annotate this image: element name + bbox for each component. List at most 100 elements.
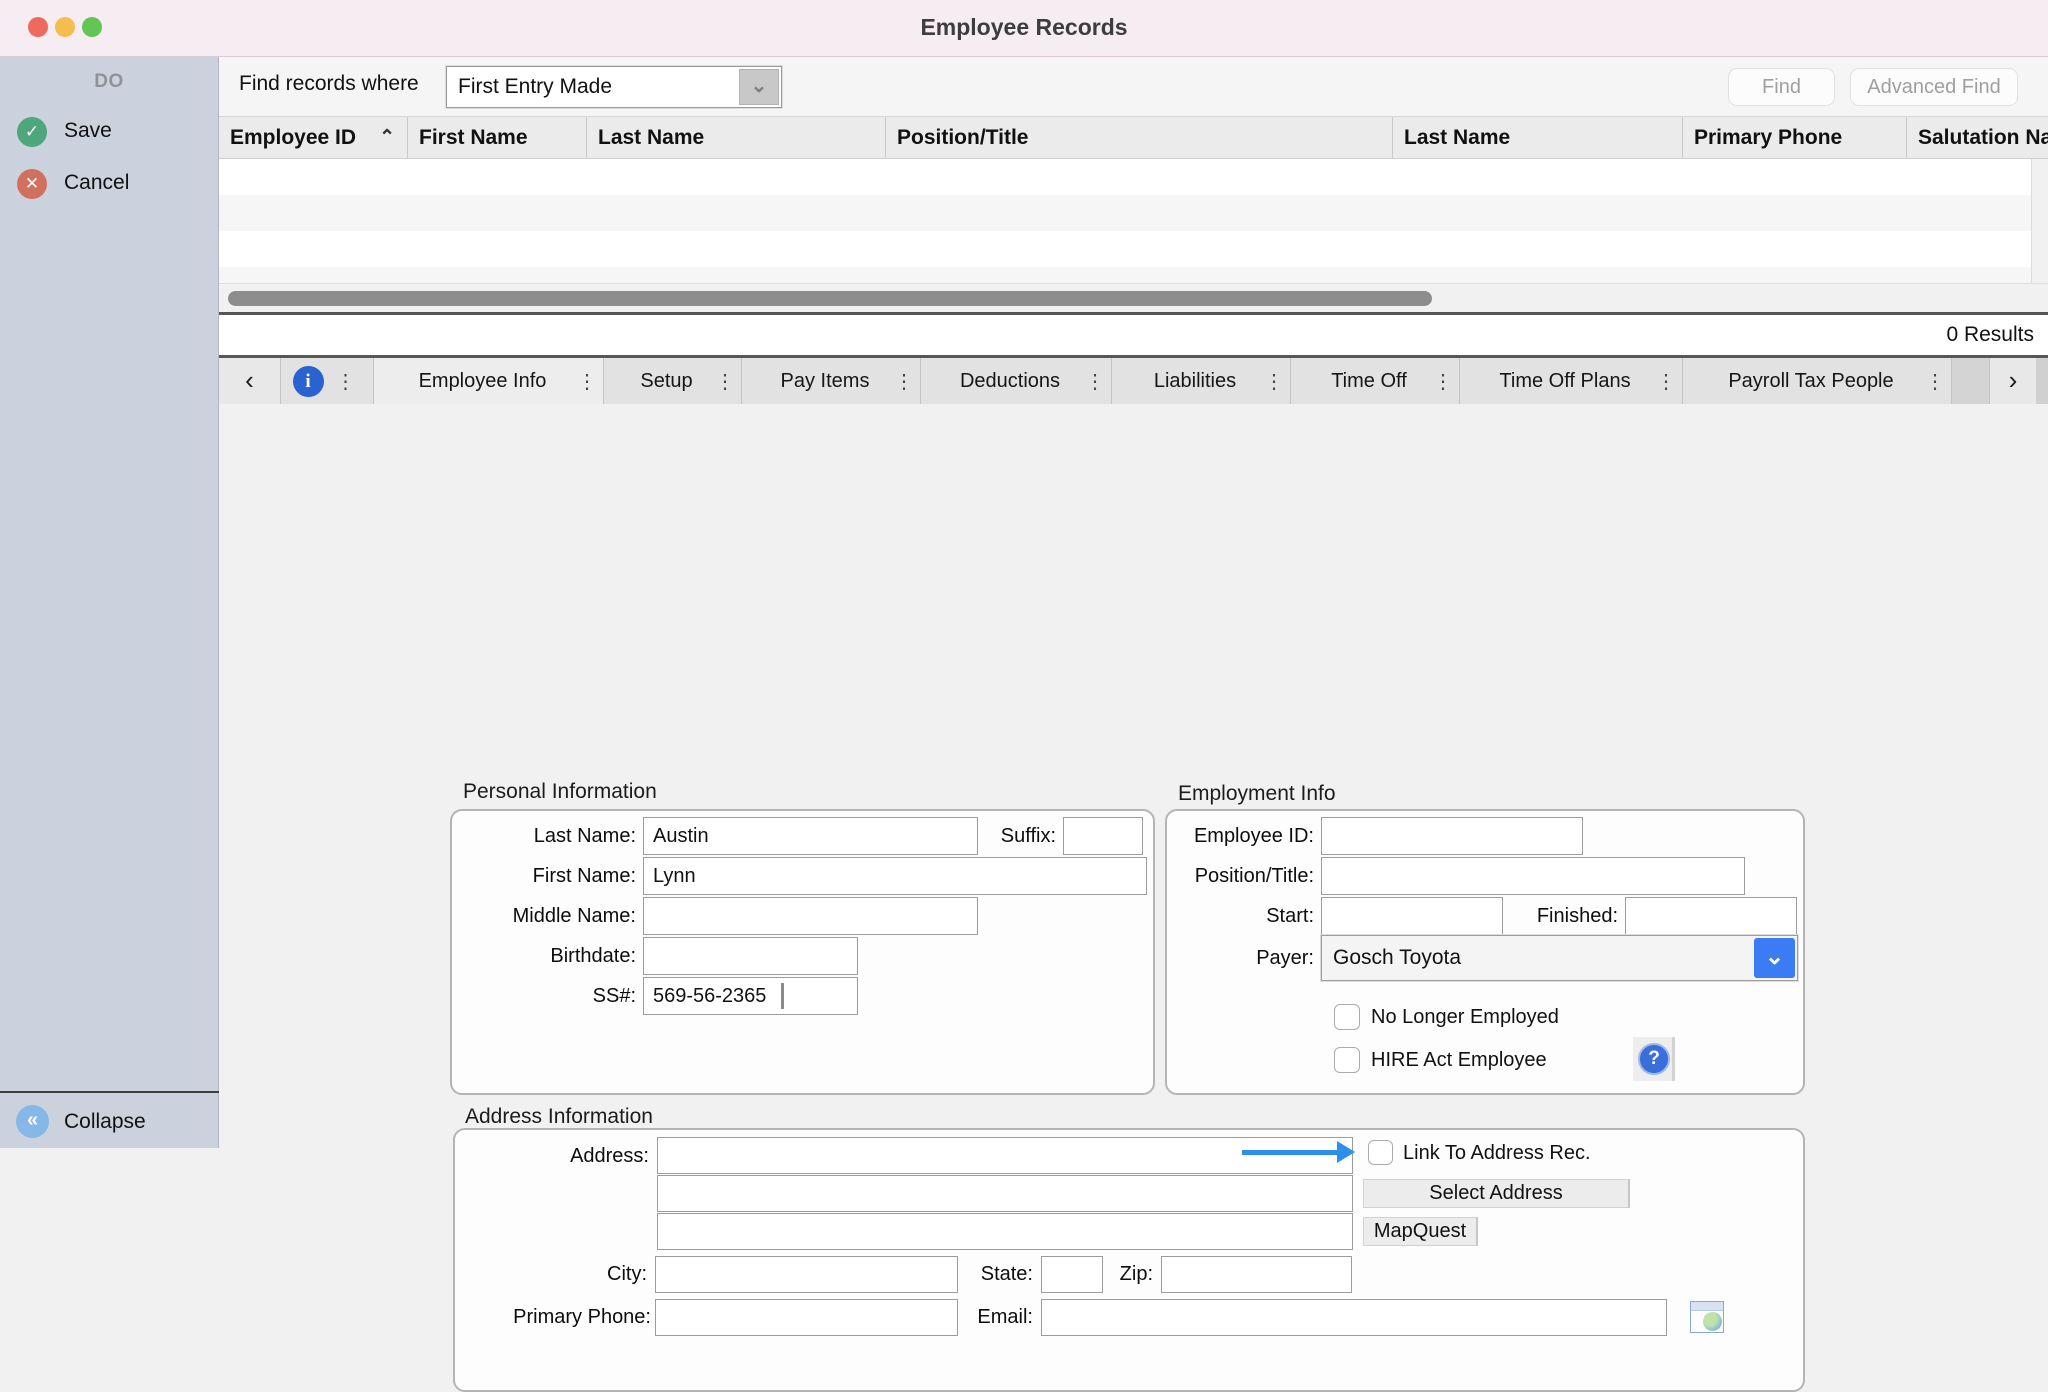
position-title-field[interactable] — [1321, 857, 1745, 895]
tab-menu-icon[interactable]: ⋮ — [715, 370, 735, 393]
hire-act-checkbox[interactable] — [1334, 1047, 1360, 1073]
address-information-title: Address Information — [465, 1105, 653, 1128]
tab-scroll-left-button[interactable]: ‹ — [219, 358, 281, 404]
birthdate-field[interactable] — [643, 937, 858, 975]
payer-value: Gosch Toyota — [1333, 946, 1462, 969]
primary-phone-field[interactable] — [655, 1299, 958, 1336]
window-minimize-button[interactable] — [55, 17, 75, 37]
personal-information-title: Personal Information — [463, 780, 657, 803]
last-name-label: Last Name: — [533, 825, 636, 847]
tab-employee-info[interactable]: Employee Info ⋮ — [374, 358, 604, 404]
middle-name-field[interactable] — [643, 897, 978, 935]
tab-liabilities[interactable]: Liabilities ⋮ — [1112, 358, 1291, 404]
payer-dropdown[interactable]: Gosch Toyota ⌄ — [1321, 935, 1798, 981]
find-criteria-value: First Entry Made — [458, 75, 613, 98]
info-icon: i — [292, 365, 324, 397]
sidebar-divider — [0, 1091, 219, 1093]
window-close-button[interactable] — [28, 17, 48, 37]
column-header-salutation[interactable]: Salutation Na — [1918, 126, 2048, 149]
dropdown-chevron-icon[interactable]: ⌄ — [739, 69, 779, 105]
address-line-1-field[interactable] — [657, 1137, 1353, 1174]
tab-menu-icon[interactable]: ⋮ — [1264, 370, 1284, 393]
no-longer-employed-label: No Longer Employed — [1371, 1006, 1559, 1028]
tab-menu-icon[interactable]: ⋮ — [1433, 370, 1453, 393]
column-header-position-title[interactable]: Position/Title — [886, 117, 1393, 159]
tab-strip-end — [2036, 358, 2048, 404]
window-title: Employee Records — [920, 14, 1128, 40]
question-mark-icon: ? — [1638, 1043, 1670, 1075]
finished-label: Finished: — [1536, 905, 1618, 927]
finished-field[interactable] — [1625, 897, 1797, 935]
first-name-field[interactable] — [643, 857, 1147, 895]
mapquest-button[interactable]: MapQuest — [1363, 1217, 1478, 1246]
globe-icon — [1703, 1312, 1722, 1331]
tab-time-off[interactable]: Time Off ⋮ — [1291, 358, 1460, 404]
employee-id-field[interactable] — [1321, 817, 1583, 855]
link-to-address-checkbox[interactable] — [1368, 1140, 1393, 1165]
tab-pay-items[interactable]: Pay Items ⋮ — [742, 358, 921, 404]
find-criteria-dropdown[interactable]: First Entry Made ⌄ — [446, 66, 782, 108]
sidebar-item-cancel[interactable]: ✕ Cancel — [0, 164, 219, 204]
middle-name-label: Middle Name: — [512, 905, 636, 927]
tab-time-off-plans[interactable]: Time Off Plans ⋮ — [1460, 358, 1683, 404]
sidebar-header: DO — [94, 71, 124, 92]
results-table-header: Employee ID ⌃ First Name Last Name Posit… — [219, 117, 2048, 159]
collapse-button[interactable]: « Collapse — [0, 1095, 219, 1148]
tab-menu-icon[interactable]: ⋮ — [335, 370, 356, 393]
results-status-bar: 0 Results — [219, 315, 2048, 355]
birthdate-label: Birthdate: — [550, 945, 636, 967]
tab-scroll-right-button[interactable]: › — [1990, 358, 2036, 404]
column-header-employee-id[interactable]: Employee ID ⌃ — [219, 117, 408, 159]
sidebar-item-save[interactable]: ✓ Save — [0, 112, 219, 152]
advanced-find-button[interactable]: Advanced Find — [1850, 68, 2018, 106]
email-browser-icon[interactable] — [1690, 1301, 1724, 1333]
address-line-3-field[interactable] — [657, 1213, 1353, 1250]
start-field[interactable] — [1321, 897, 1503, 935]
horizontal-scrollbar-thumb[interactable] — [228, 291, 1432, 306]
divider — [219, 355, 2048, 358]
no-longer-employed-checkbox[interactable] — [1334, 1004, 1360, 1030]
tab-info[interactable]: i ⋮ — [281, 358, 374, 404]
sidebar: DO ✓ Save ✕ Cancel « Collapse — [0, 57, 219, 1148]
horizontal-scrollbar[interactable] — [219, 283, 2048, 312]
tab-deductions[interactable]: Deductions ⋮ — [921, 358, 1112, 404]
tab-menu-icon[interactable]: ⋮ — [1085, 370, 1105, 393]
results-table-body — [219, 159, 2031, 283]
dropdown-chevron-icon[interactable]: ⌄ — [1754, 938, 1795, 978]
address-line-2-field[interactable] — [657, 1175, 1353, 1212]
table-row — [219, 267, 2031, 283]
employee-id-label: Employee ID: — [1193, 825, 1314, 847]
column-header-last-name-2[interactable]: Last Name — [1393, 117, 1683, 159]
column-header-primary-phone[interactable]: Primary Phone — [1683, 117, 1907, 159]
title-bar: Employee Records — [0, 0, 2048, 57]
last-name-field[interactable] — [643, 817, 978, 855]
zip-field[interactable] — [1161, 1256, 1352, 1293]
tab-menu-icon[interactable]: ⋮ — [894, 370, 914, 393]
column-header-last-name[interactable]: Last Name — [587, 117, 886, 159]
tab-menu-icon[interactable]: ⋮ — [1656, 370, 1676, 393]
table-row — [219, 159, 2031, 195]
city-label: City: — [607, 1263, 647, 1285]
position-title-label: Position/Title: — [1194, 865, 1314, 887]
employee-info-panel: Personal Information Last Name: Suffix: … — [219, 404, 2048, 1392]
email-label: Email: — [977, 1306, 1033, 1328]
city-field[interactable] — [655, 1256, 958, 1293]
select-address-button[interactable]: Select Address — [1363, 1179, 1630, 1208]
zip-label: Zip: — [1119, 1263, 1153, 1285]
email-icon-titlebar — [1691, 1302, 1723, 1311]
tab-gap — [1952, 358, 1990, 404]
ssn-field[interactable] — [643, 977, 858, 1015]
pointer-arrow-head-icon — [1337, 1141, 1355, 1163]
suffix-field[interactable] — [1063, 817, 1143, 855]
find-button[interactable]: Find — [1728, 68, 1835, 106]
tab-menu-icon[interactable]: ⋮ — [1925, 370, 1945, 393]
start-label: Start: — [1266, 905, 1314, 927]
tab-payroll-tax-people[interactable]: Payroll Tax People ⋮ — [1683, 358, 1952, 404]
window-zoom-button[interactable] — [82, 17, 102, 37]
tab-menu-icon[interactable]: ⋮ — [577, 370, 597, 393]
email-field[interactable] — [1041, 1299, 1667, 1336]
column-header-first-name[interactable]: First Name — [408, 117, 587, 159]
tab-setup[interactable]: Setup ⋮ — [604, 358, 742, 404]
hire-act-help-button[interactable]: ? — [1633, 1037, 1675, 1081]
pointer-arrow-icon — [1242, 1150, 1339, 1155]
